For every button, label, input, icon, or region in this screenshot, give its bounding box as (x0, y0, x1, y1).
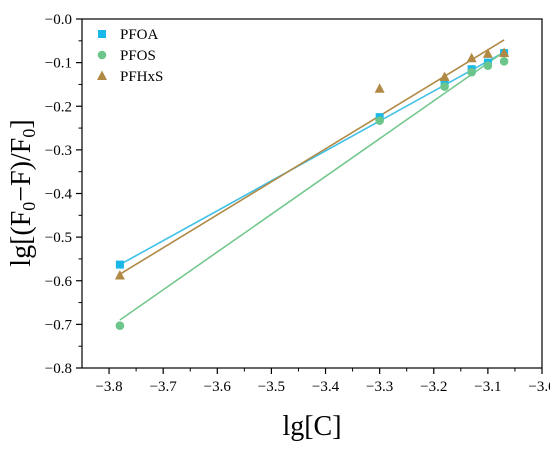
y-axis-ticks: −0.8 −0.7 −0.6 −0.5 −0.4 −0.3 −0.2 −0.1 −0.0 (45, 12, 82, 377)
y-tick-label: −0.4 (45, 187, 73, 203)
fit-line-pfos (119, 51, 505, 321)
y-tick-label: −0.0 (45, 12, 72, 28)
y-tick-label: −0.2 (45, 99, 72, 115)
legend-label-pfos: PFOS (120, 48, 156, 64)
legend-marker-pfoa (98, 30, 106, 38)
y-tick-label: −0.3 (45, 143, 72, 159)
x-tick-label: −3.1 (474, 379, 501, 395)
x-tick-label: −3.8 (95, 379, 122, 395)
legend-marker-pfhxs (97, 70, 107, 80)
point-pfos (115, 321, 125, 330)
point-pfos (467, 67, 476, 77)
x-tick-label: −3.6 (204, 379, 232, 395)
y-tick-label: −0.6 (45, 274, 73, 290)
legend-marker-pfos (97, 50, 107, 60)
fit-line-pfoa (119, 51, 505, 266)
y-tick-label: −0.1 (45, 56, 72, 72)
x-axis-title: lg[C] (282, 411, 341, 442)
fit-line-pfhxs (119, 39, 505, 275)
point-pfhxs (114, 270, 125, 280)
legend: PFOA PFOS PFHxS (97, 27, 163, 85)
data-points (114, 47, 510, 330)
point-pfoa (115, 260, 124, 269)
x-tick-label: −3.3 (366, 379, 393, 395)
point-pfos (499, 57, 509, 66)
point-pfhxs (374, 83, 385, 93)
point-pfhxs (482, 48, 493, 58)
x-tick-label: −3.2 (420, 379, 447, 395)
legend-label-pfoa: PFOA (120, 27, 159, 43)
point-pfos (375, 116, 384, 125)
x-tick-label: −3.0 (528, 379, 550, 395)
point-pfhxs (439, 71, 450, 82)
legend-label-pfhxs: PFHxS (120, 69, 163, 85)
fit-lines (119, 39, 505, 321)
y-axis-title: lg[(F0−F)/F0] (6, 119, 39, 266)
point-pfos (440, 82, 449, 91)
x-axis-ticks: −3.8 −3.7 −3.6 −3.5 −3.4 −3.3 −3.2 −3.1 −3.0 (95, 368, 550, 395)
x-tick-label: −3.5 (258, 379, 285, 395)
x-tick-label: −3.7 (150, 379, 178, 395)
point-pfhxs (466, 52, 477, 63)
point-pfhxs (499, 47, 510, 58)
y-tick-label: −0.5 (45, 230, 72, 246)
point-pfos (483, 61, 493, 70)
y-tick-label: −0.7 (45, 317, 73, 333)
y-tick-label: −0.8 (45, 361, 72, 377)
x-tick-label: −3.4 (312, 379, 340, 395)
